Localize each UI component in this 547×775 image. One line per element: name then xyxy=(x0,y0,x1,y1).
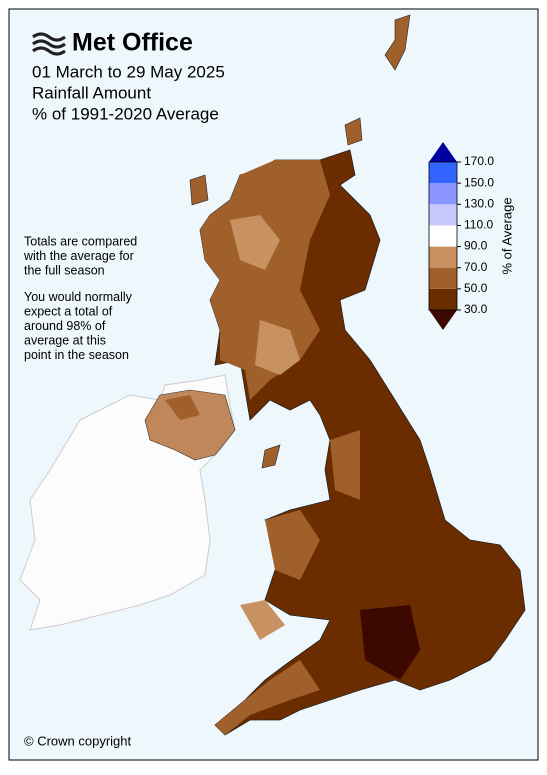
colorbar-tick-label: 90.0 xyxy=(464,239,488,253)
colorbar-bin xyxy=(429,267,457,289)
great-britain xyxy=(199,149,526,736)
colorbar-bin xyxy=(429,162,457,184)
islands xyxy=(189,14,411,469)
colorbar-tick-label: 50.0 xyxy=(464,281,488,295)
title-line: % of 1991-2020 Average xyxy=(32,104,219,123)
colorbar-label: % of Average xyxy=(499,197,514,274)
colorbar: 30.0 50.0 70.0 90.0 110.0 130.0 150.0 170.0 xyxy=(428,142,494,330)
ireland xyxy=(19,374,236,631)
colorbar-bin xyxy=(429,288,457,310)
note-line: expect a total of xyxy=(24,304,113,318)
note-line: You would normally xyxy=(24,290,133,304)
colorbar-extension-high xyxy=(429,142,457,162)
title-line: 01 March to 29 May 2025 xyxy=(32,62,225,81)
colorbar-bin xyxy=(429,204,457,226)
colorbar-bin xyxy=(429,246,457,268)
note-line: average at this xyxy=(24,333,106,347)
note-line: the full season xyxy=(24,263,105,277)
logo-icon xyxy=(32,32,66,56)
colorbar-tick-label: 170.0 xyxy=(464,154,494,168)
logo-text: Met Office xyxy=(72,29,193,57)
colorbar-tick-label: 110.0 xyxy=(464,218,493,232)
note-line: around 98% of xyxy=(24,319,106,333)
copyright: © Crown copyright xyxy=(24,733,132,748)
note-line: with the average for xyxy=(23,249,134,263)
colorbar-extension-low xyxy=(429,310,457,330)
colorbar-tick-label: 130.0 xyxy=(464,196,494,210)
note-line: Totals are compared xyxy=(24,234,137,248)
colorbar-outline xyxy=(428,161,458,311)
title-line: Rainfall Amount xyxy=(32,83,151,102)
colorbar-bin xyxy=(429,225,457,247)
colorbar-tick-label: 70.0 xyxy=(464,260,488,274)
colorbar-tick-label: 150.0 xyxy=(464,175,494,189)
colorbar-tick-label: 30.0 xyxy=(464,302,488,316)
note-line: point in the season xyxy=(24,348,129,362)
colorbar-bin xyxy=(429,183,457,205)
